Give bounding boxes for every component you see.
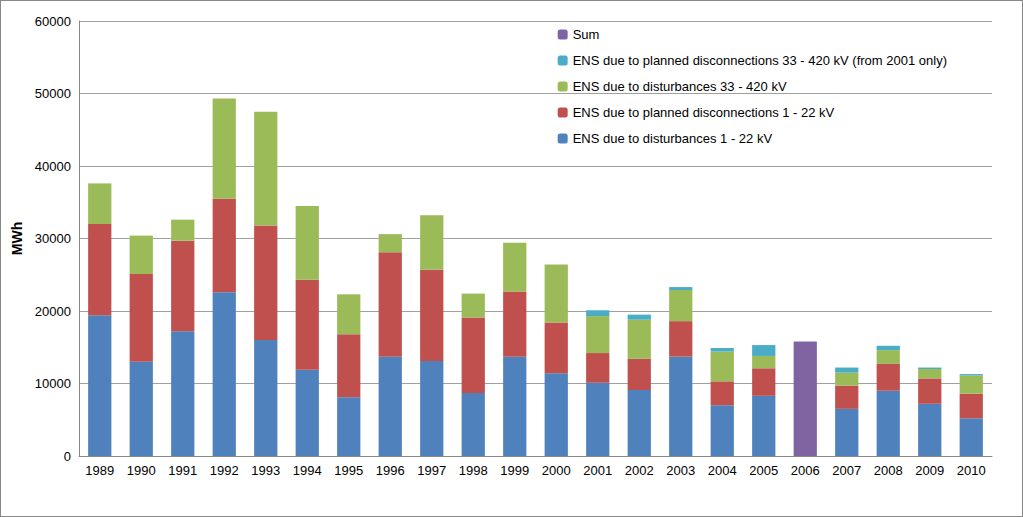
- svg-text:ENS due to planned disconnecti: ENS due to planned disconnections 1 - 22…: [573, 105, 835, 120]
- svg-text:50000: 50000: [35, 86, 71, 101]
- svg-text:ENS due to planned disconnecti: ENS due to planned disconnections 33 - 4…: [573, 53, 947, 68]
- svg-text:1993: 1993: [251, 463, 280, 478]
- svg-text:1991: 1991: [168, 463, 197, 478]
- svg-text:40000: 40000: [35, 159, 71, 174]
- svg-text:2006: 2006: [791, 463, 820, 478]
- svg-text:1998: 1998: [459, 463, 488, 478]
- svg-text:0: 0: [64, 449, 71, 464]
- svg-text:1994: 1994: [293, 463, 322, 478]
- svg-text:1997: 1997: [417, 463, 446, 478]
- svg-text:60000: 60000: [35, 14, 71, 29]
- svg-text:2002: 2002: [625, 463, 654, 478]
- svg-text:ENS due to disturbances 33 - 4: ENS due to disturbances 33 - 420 kV: [573, 79, 787, 94]
- svg-text:1996: 1996: [376, 463, 405, 478]
- svg-text:2009: 2009: [915, 463, 944, 478]
- svg-text:1989: 1989: [85, 463, 114, 478]
- svg-text:1990: 1990: [127, 463, 156, 478]
- svg-text:2000: 2000: [542, 463, 571, 478]
- svg-text:Sum: Sum: [573, 27, 600, 42]
- svg-text:2008: 2008: [874, 463, 903, 478]
- svg-text:1999: 1999: [500, 463, 529, 478]
- svg-text:20000: 20000: [35, 304, 71, 319]
- svg-text:1995: 1995: [334, 463, 363, 478]
- svg-text:2004: 2004: [708, 463, 737, 478]
- svg-text:2003: 2003: [666, 463, 695, 478]
- svg-text:10000: 10000: [35, 376, 71, 391]
- svg-text:1992: 1992: [210, 463, 239, 478]
- svg-text:ENS due to disturbances 1 - 22: ENS due to disturbances 1 - 22 kV: [573, 131, 773, 146]
- svg-text:30000: 30000: [35, 231, 71, 246]
- svg-text:2005: 2005: [749, 463, 778, 478]
- svg-text:2010: 2010: [957, 463, 986, 478]
- svg-text:MWh: MWh: [9, 222, 25, 255]
- svg-text:2001: 2001: [583, 463, 612, 478]
- svg-text:2007: 2007: [832, 463, 861, 478]
